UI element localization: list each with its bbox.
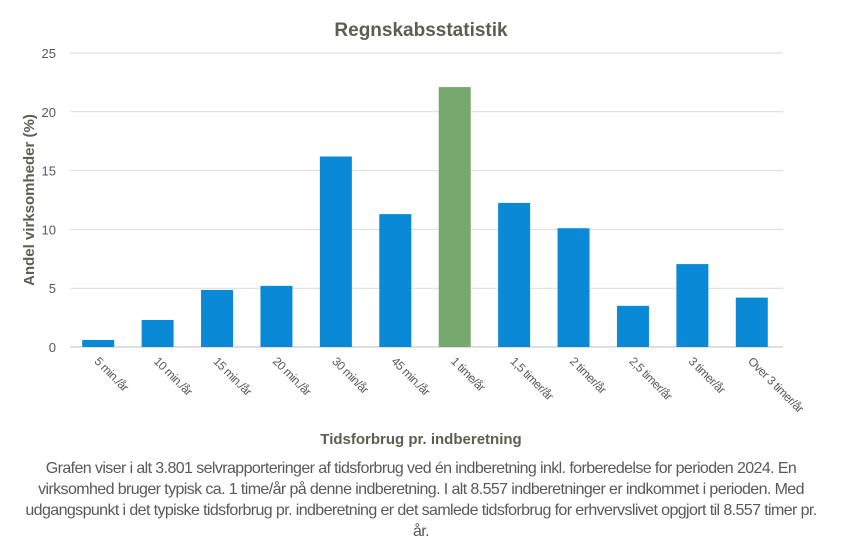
x-tick-label: 30 min/år — [329, 354, 371, 396]
x-tick-label: 1,5 timer/år — [508, 354, 557, 403]
x-tick-label: 2 timer/år — [567, 354, 610, 397]
bar — [498, 202, 531, 347]
y-tick-label: 5 — [49, 281, 56, 296]
x-tick-label: 2,5 timer/år — [626, 354, 675, 403]
y-tick-label: 25 — [42, 46, 56, 61]
y-tick-label: 10 — [42, 222, 56, 237]
bar — [260, 285, 293, 347]
x-tick-label: 15 min./år — [210, 354, 254, 398]
x-tick-label: 20 min./år — [270, 354, 314, 398]
x-axis-label: Tidsforbrug pr. indberetning — [320, 431, 521, 448]
bar — [141, 319, 174, 347]
bar — [735, 297, 768, 347]
y-axis-label: Andel virksomheder (%) — [21, 114, 38, 286]
x-tick-label: 10 min./år — [151, 354, 195, 398]
bar — [438, 87, 471, 347]
bar — [379, 214, 412, 347]
bar — [201, 289, 234, 347]
y-tick-label: 0 — [49, 340, 56, 355]
bar-chart: Regnskabsstatistik Andel virksomheder (%… — [21, 20, 807, 448]
x-tick-label: Over 3 timer/år — [745, 354, 807, 416]
bar — [676, 264, 709, 347]
bar — [557, 228, 590, 347]
y-tick-label: 15 — [42, 164, 56, 179]
bar — [82, 339, 115, 347]
x-tick-label: 45 min./år — [389, 354, 433, 398]
x-tick-label: 1 time/år — [448, 354, 488, 394]
bar — [616, 305, 649, 347]
x-tick-label: 5 min./år — [92, 354, 132, 394]
bar — [319, 156, 352, 347]
y-tick-label: 20 — [42, 105, 56, 120]
chart-title: Regnskabsstatistik — [334, 20, 508, 41]
chart-caption: Grafen viser i alt 3.801 selvrapporterin… — [25, 460, 817, 540]
x-tick-label: 3 timer/år — [686, 354, 729, 397]
